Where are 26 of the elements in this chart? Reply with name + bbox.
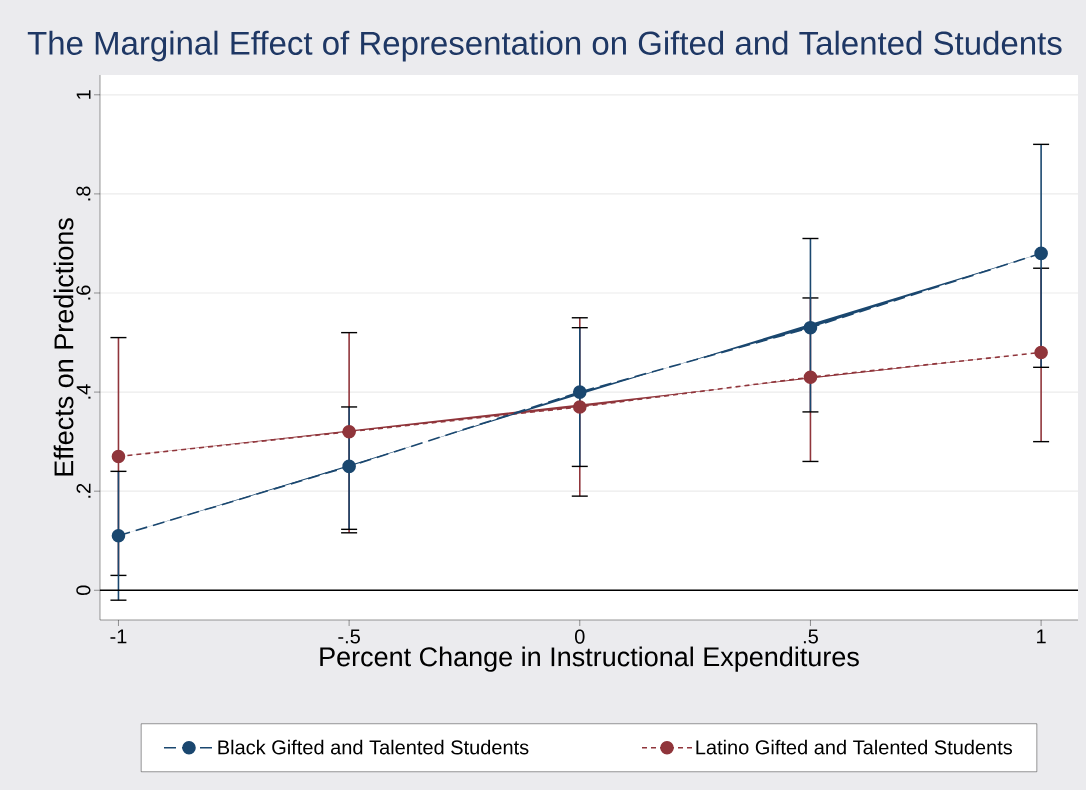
y-axis-title: Effects on Predictions: [53, 218, 74, 476]
x-tick-label: -.5: [338, 629, 360, 644]
point: [342, 424, 356, 439]
y-tick-label: 0: [76, 585, 91, 596]
y-tick-label: .8: [76, 186, 91, 201]
legend-label: Latino Gifted and Talented Students: [696, 739, 1013, 755]
y-tick-label: .4: [76, 384, 91, 399]
point: [342, 459, 356, 474]
point: [1034, 246, 1048, 261]
point: [803, 370, 818, 385]
point: [572, 385, 587, 399]
x-tick-label: -1: [110, 629, 127, 644]
x-tick-label: 1: [1037, 629, 1046, 644]
point: [1034, 345, 1048, 360]
point: [803, 320, 818, 335]
point: [111, 528, 126, 543]
point: [111, 449, 126, 464]
legend-label: Black Gifted and Talented Students: [218, 739, 529, 755]
x-tick-label: 0: [575, 629, 585, 644]
point: [572, 400, 587, 414]
chart-title: The Marginal Effect of Representation on Gifted and Talented Students: [27, 30, 1062, 62]
x-axis-title: Percent Change in Instructional Expenditures: [320, 646, 859, 672]
x-tick-label: .5: [803, 629, 818, 644]
y-tick-label: 1: [76, 90, 91, 99]
y-tick-label: .6: [76, 285, 91, 300]
y-tick-label: .2: [76, 483, 91, 498]
